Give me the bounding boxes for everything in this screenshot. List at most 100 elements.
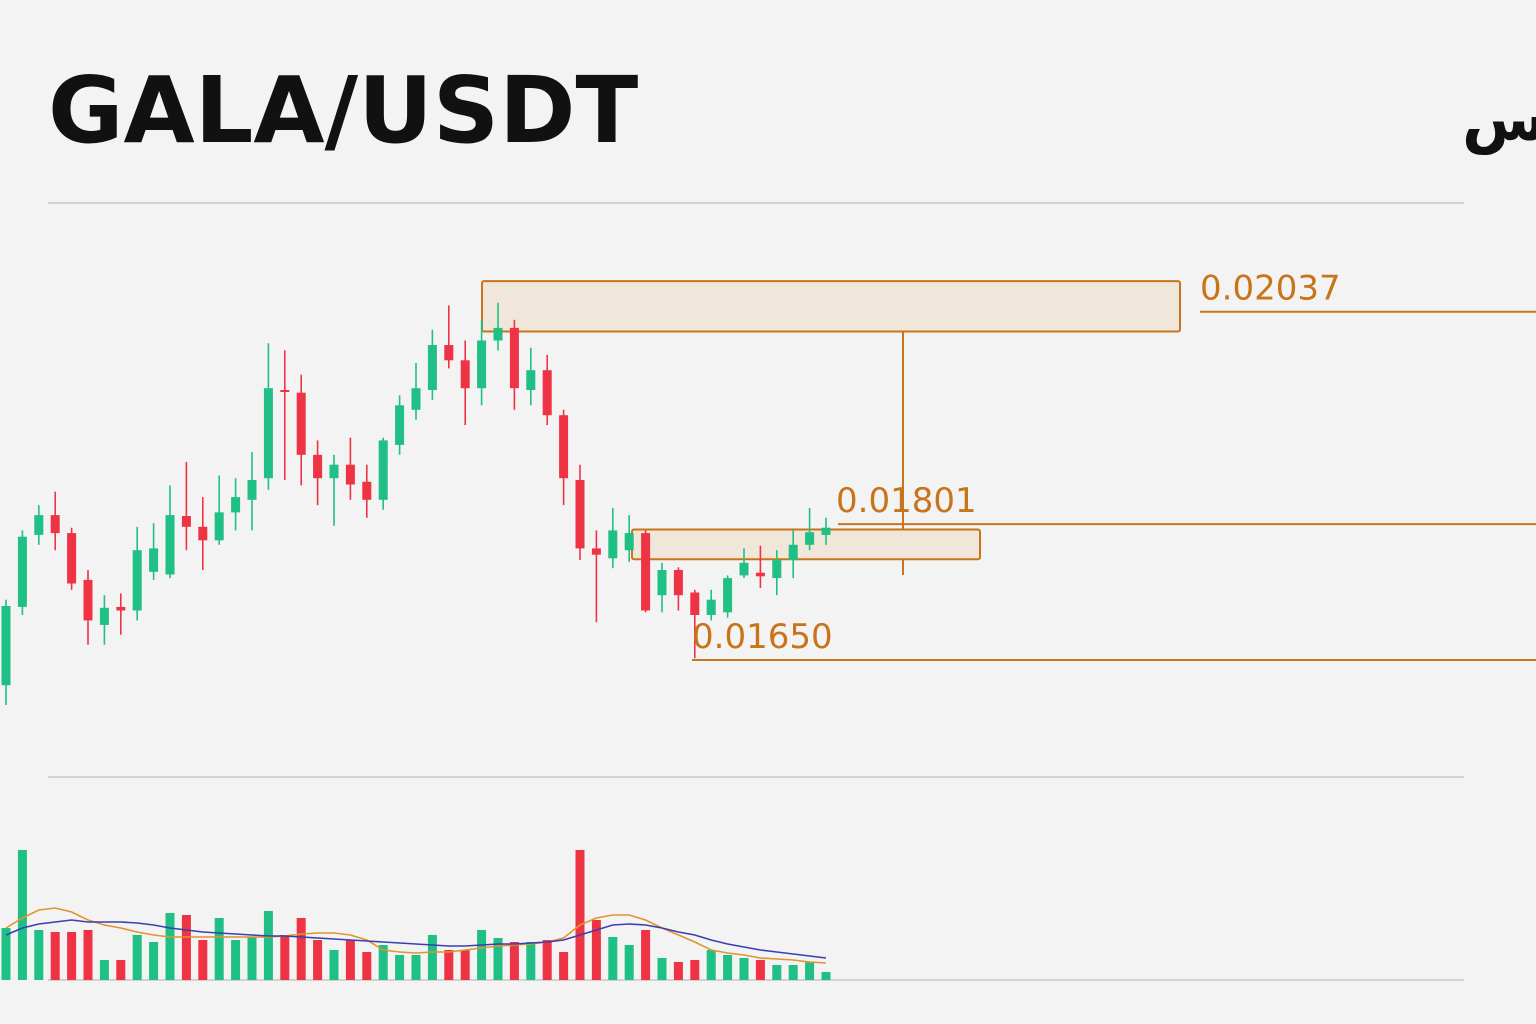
volume-bar [755,960,765,980]
volume-bar [411,955,421,980]
candle-body [821,527,831,535]
candle-body [214,512,224,541]
candle-body [181,516,191,527]
volume-bar [493,938,503,980]
candle-body [755,572,765,577]
volume-bar [116,960,126,980]
candle-body [444,345,454,361]
volume-bar [83,930,93,980]
level-label: 0.01801 [836,481,977,521]
volume-ma-line [5,919,827,959]
volume-bar [198,940,208,980]
candle-body [395,405,405,445]
volume-bar [378,945,388,980]
volume-bar [345,940,355,980]
candle-body [67,533,77,584]
volume-bar [67,932,77,980]
candle-body [329,464,339,479]
candle-body [575,480,585,549]
candle-body [591,548,601,555]
candle-body [17,536,27,607]
candle-body [624,533,634,551]
candle-body [723,578,733,613]
candle-body [411,388,421,410]
candle-body [690,592,700,615]
candle-body [149,548,159,572]
candle-body [280,390,290,392]
candle-body [608,530,618,559]
candle-body [788,544,798,561]
candle-body [263,388,273,479]
volume-bar [214,918,224,980]
candle-body [378,440,388,500]
volume-bar [50,932,60,980]
candle-body [673,570,683,596]
candle-body [805,532,815,545]
volume-bar [362,952,372,980]
volume-bar [149,942,159,980]
volume-bar [460,950,470,980]
candle-body [477,340,487,389]
volume-bar [17,850,27,980]
volume-bar [772,965,782,980]
candle-body [34,515,44,535]
candle-body [296,392,306,455]
volume-bar [165,913,175,980]
candle-body [116,606,126,611]
chart-subtitle: پر یرانسس [1462,82,1536,155]
candle-body [509,327,519,389]
volume-bar [542,940,552,980]
level-label: 0.02037 [1200,269,1341,309]
volume-bar [591,920,601,980]
level-label: 0.01650 [692,617,833,657]
candle-body [247,480,257,500]
candle-body [99,607,109,625]
volume-bar [280,935,290,980]
volume-bar [395,955,405,980]
volume-bar [559,952,569,980]
volume-bar [526,942,536,980]
zone [481,280,1181,333]
volume-bar [34,930,44,980]
volume-bar [313,940,323,980]
chart-title: GALA/USDT [48,57,638,164]
candle-body [559,415,569,479]
volume-bar [509,942,519,980]
candle-body [542,370,552,416]
candle-body [460,360,470,389]
volume-bar [673,962,683,980]
volume-bar [575,850,585,980]
candle-body [657,570,667,596]
volume-bar [477,930,487,980]
volume-bar [427,935,437,980]
volume-bar [181,915,191,980]
volume-bar [706,950,716,980]
volume-bar [805,962,815,980]
volume-bar [99,960,109,980]
volume-bar [690,960,700,980]
volume-bar [608,937,618,980]
candle-body [362,481,372,500]
candle-body [345,464,355,485]
volume-bar [739,958,749,980]
volume-bar [231,940,241,980]
volume-bar [296,918,306,980]
candle-body [493,327,503,341]
candle-body [706,599,716,615]
volume-bar [132,935,142,980]
volume-bar [444,950,454,980]
candle-body [83,579,93,621]
volume-bar [1,928,11,980]
candle-body [1,606,11,686]
volume-bar [788,965,798,980]
volume-bar [821,972,831,980]
volume-ma-line [5,907,827,964]
volume-bar [247,937,257,980]
candle-body [132,550,142,611]
candle-body [50,515,60,534]
candle-body [641,533,651,611]
candle-body [165,515,175,575]
candle-body [772,560,782,579]
